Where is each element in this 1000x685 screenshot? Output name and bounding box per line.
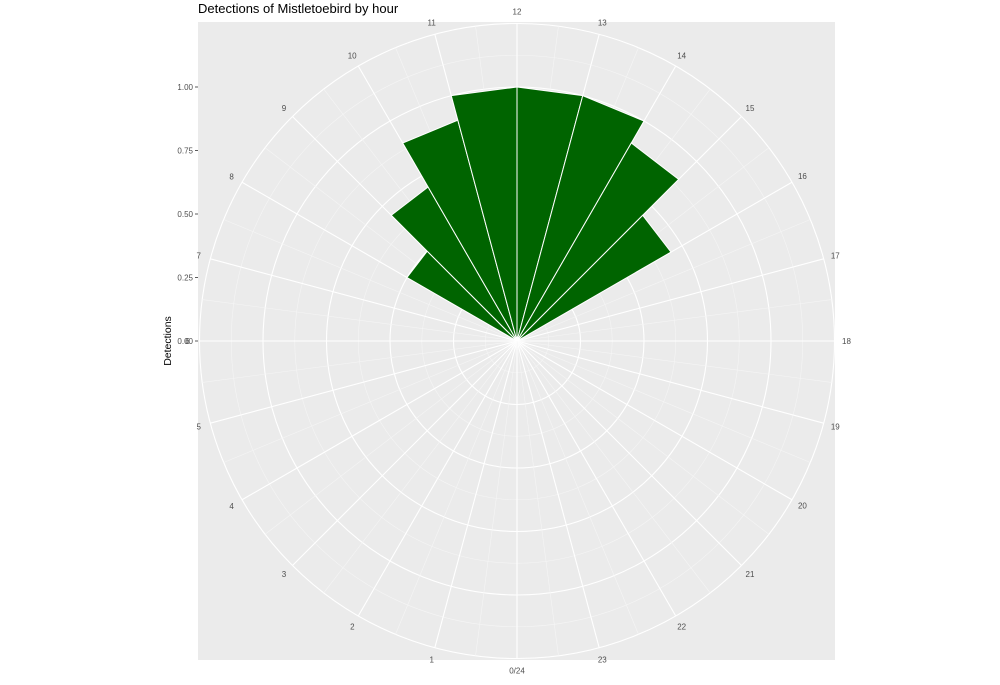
- grid-spoke: [516, 340, 793, 501]
- grid-spoke: [241, 340, 518, 501]
- grid-spoke-minor: [516, 340, 711, 594]
- hour-label: 7: [196, 252, 201, 261]
- y-axis: 0.00 0.25 0.50 0.75 1.00: [177, 83, 198, 346]
- grid-spoke: [516, 340, 742, 566]
- grid-spoke-minor: [516, 340, 811, 463]
- grid-spoke: [210, 258, 518, 342]
- hour-label: 13: [598, 19, 607, 28]
- y-tick-label: 0.00: [177, 337, 193, 346]
- y-tick-label: 0.25: [177, 274, 193, 283]
- hour-label: 0/24: [509, 667, 525, 676]
- hour-label: 22: [677, 622, 686, 631]
- hour-label: 23: [598, 655, 607, 664]
- hour-label: 5: [196, 422, 201, 431]
- hour-labels: 0/24123456789101112131415161718192021222…: [185, 8, 851, 676]
- grid-spoke: [516, 258, 824, 342]
- hour-label: 16: [798, 172, 807, 181]
- hour-label: 18: [842, 337, 851, 346]
- hour-label: 17: [831, 252, 840, 261]
- hour-label: 15: [746, 104, 755, 113]
- grid-spoke-minor: [516, 299, 832, 342]
- hour-label: 21: [746, 570, 755, 579]
- hour-label: 12: [513, 8, 522, 17]
- hour-label: 10: [348, 52, 357, 61]
- hour-label: 11: [428, 19, 437, 28]
- hour-label: 19: [831, 422, 840, 431]
- grid-spoke-minor: [516, 340, 770, 535]
- grid-spoke: [516, 340, 677, 617]
- y-tick-label: 1.00: [177, 83, 193, 92]
- grid-spoke: [516, 340, 600, 648]
- hour-label: 14: [677, 52, 686, 61]
- hour-label: 4: [229, 502, 234, 511]
- grid-spoke-minor: [395, 340, 518, 635]
- grid-spoke-minor: [264, 340, 518, 535]
- grid-spoke-minor: [223, 340, 518, 463]
- grid-spoke-minor: [475, 340, 518, 656]
- grid-spoke: [434, 340, 518, 648]
- grid-spoke: [292, 340, 518, 566]
- grid-spoke-minor: [323, 340, 518, 594]
- y-axis-label: Detections: [162, 316, 174, 366]
- grid-spoke-minor: [516, 219, 811, 342]
- grid-spoke-minor: [202, 299, 518, 342]
- grid-spoke-minor: [516, 340, 832, 383]
- hour-label: 20: [798, 502, 807, 511]
- hour-label: 9: [282, 104, 287, 113]
- bars: [390, 86, 680, 342]
- grid-spoke: [210, 340, 518, 424]
- hour-label: 6: [185, 337, 190, 346]
- grid-spoke-minor: [516, 340, 559, 656]
- hour-label: 8: [229, 172, 234, 181]
- grid-spoke: [357, 340, 518, 617]
- hour-label: 2: [350, 622, 355, 631]
- grid-spoke-minor: [223, 219, 518, 342]
- grid-spoke: [516, 340, 824, 424]
- y-tick-label: 0.50: [177, 210, 193, 219]
- grid-spoke-minor: [202, 340, 518, 383]
- y-tick-label: 0.75: [177, 147, 193, 156]
- hour-label: 1: [429, 655, 434, 664]
- grid-spoke-minor: [516, 340, 639, 635]
- bar-hour-15: [516, 214, 672, 342]
- chart-title: Detections of Mistletoebird by hour: [198, 1, 399, 16]
- hour-label: 3: [282, 570, 287, 579]
